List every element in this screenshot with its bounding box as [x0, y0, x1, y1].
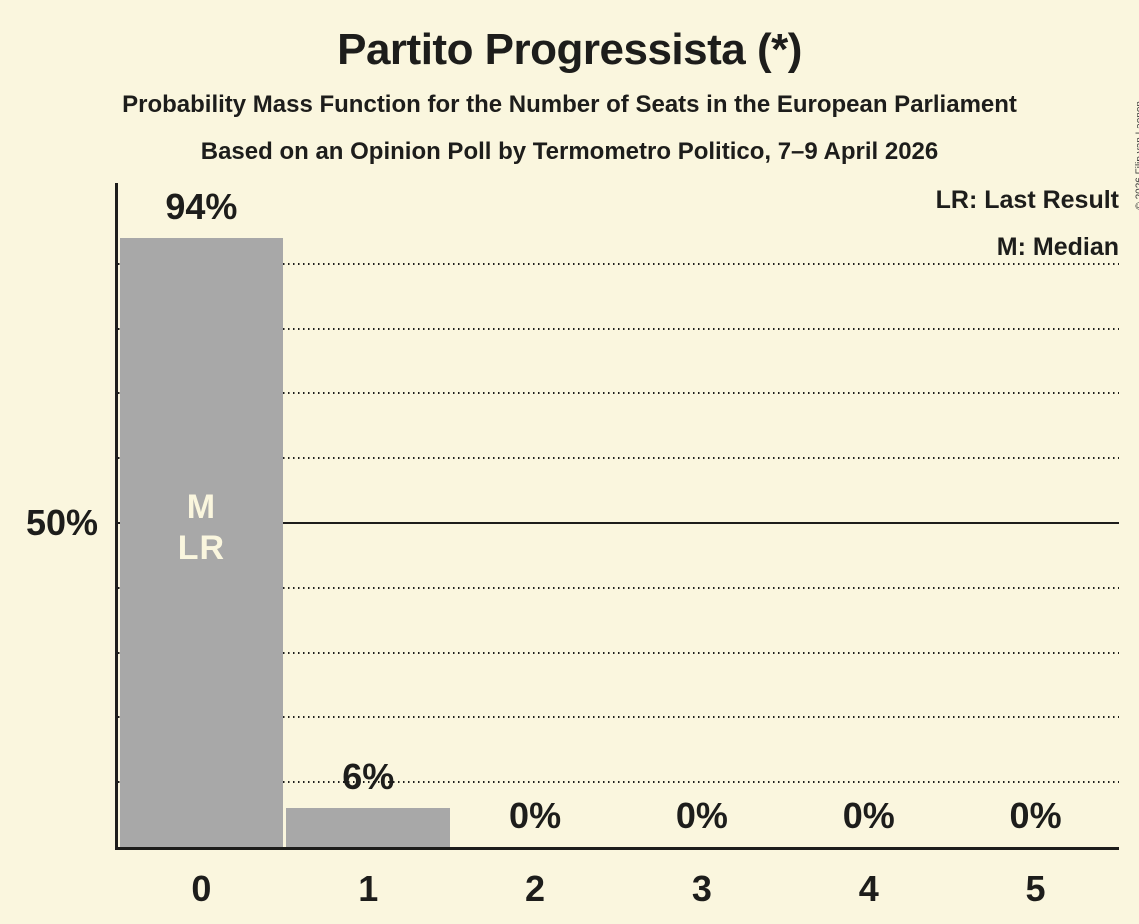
legend-last-result: LR: Last Result [935, 186, 1119, 214]
y-axis-line [115, 183, 118, 850]
chart-source-line: Based on an Opinion Poll by Termometro P… [200, 138, 939, 165]
gridline-40pct [118, 586, 1119, 589]
marker-label-lr: LR [177, 529, 226, 567]
x-tick-label-3: 3 [691, 868, 712, 909]
chart-title: Partito Progressista (*) [337, 25, 802, 74]
majority-line-50pct [118, 522, 1119, 524]
chart-subtitle: Probability Mass Function for the Number… [122, 91, 1017, 118]
value-label-seats-2: 0% [509, 795, 562, 836]
value-label-seats-0: 94% [165, 185, 238, 227]
y-axis-50pct-label: 50% [25, 502, 98, 543]
x-tick-label-0: 0 [191, 868, 212, 909]
marker-label-m: M [186, 488, 217, 526]
gridline-70pct [118, 392, 1119, 395]
gridline-60pct [118, 457, 1119, 460]
gridline-90pct [118, 262, 1119, 265]
bar-seats-1 [286, 808, 451, 847]
legend-median: M: Median [996, 233, 1119, 261]
value-label-seats-1: 6% [342, 756, 395, 798]
x-axis-line [115, 847, 1119, 850]
gridline-30pct [118, 651, 1119, 654]
x-tick-label-4: 4 [858, 868, 879, 909]
gridline-80pct [118, 327, 1119, 330]
value-label-seats-5: 0% [1009, 795, 1062, 836]
x-tick-label-2: 2 [525, 868, 546, 909]
x-tick-label-1: 1 [358, 868, 379, 909]
bar-seats-0 [119, 237, 284, 847]
gridline-10pct [118, 781, 1119, 784]
gridline-20pct [118, 716, 1119, 719]
value-label-seats-4: 0% [842, 795, 895, 836]
x-tick-label-5: 5 [1025, 868, 1046, 909]
plot-area: 94% 6% 0% 0% 0% 0% M LR [118, 183, 1119, 847]
median-lastresult-marker: M LR [118, 487, 285, 569]
legend: LR: Last Result M: Median [936, 177, 1119, 271]
value-label-seats-3: 0% [675, 795, 728, 836]
